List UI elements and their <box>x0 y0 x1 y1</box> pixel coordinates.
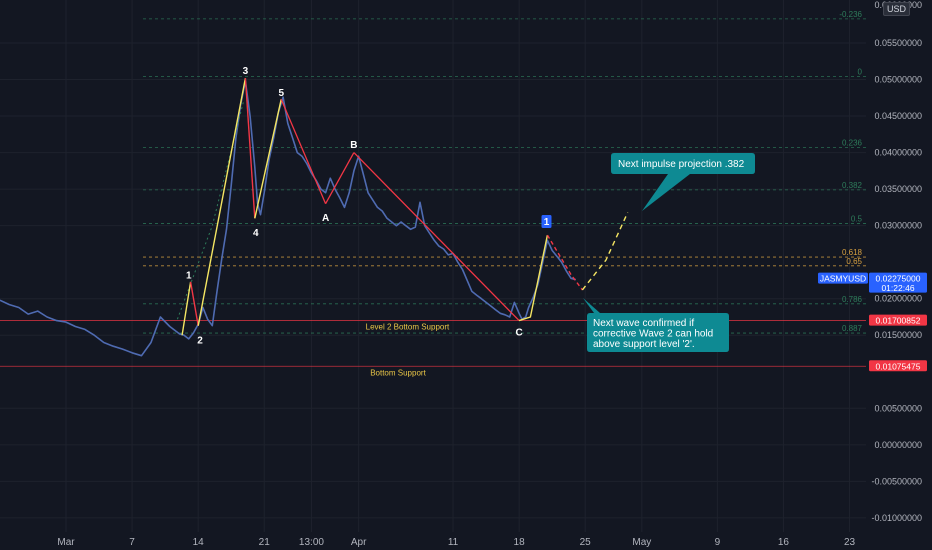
wave-label: 2 <box>197 336 203 347</box>
x-tick-label: 14 <box>193 537 205 548</box>
callout-text: Next impulse projection .382 <box>618 159 745 170</box>
x-tick-label: 7 <box>129 537 135 548</box>
support-price-badge-bg <box>869 360 927 372</box>
impulse-wave-segment <box>181 281 192 336</box>
fib-level-label: 0 <box>858 68 863 77</box>
fib-level-label: 0.236 <box>842 138 863 147</box>
wave-label: 3 <box>243 66 249 77</box>
y-tick-label: 0.00000000 <box>874 440 922 450</box>
current-price-badge-bg <box>869 272 927 293</box>
wave-label: 5 <box>278 88 284 99</box>
current-price-badge-text: 0.02275000 <box>876 274 921 284</box>
symbol-tag-text: JASMYUSD <box>820 274 866 284</box>
wave-label: 1 <box>186 271 192 282</box>
y-tick-label: 0.05000000 <box>874 75 922 85</box>
x-tick-label: Apr <box>351 537 367 548</box>
next-wave-down <box>546 234 583 291</box>
x-tick-label: Mar <box>57 537 75 548</box>
support-price-badge-text: 0.01700852 <box>876 316 921 326</box>
corrective-wave-segment <box>325 152 355 205</box>
current-price-badge-text: 01:22:46 <box>881 283 914 293</box>
axes: 0.05500000 0.05000000 0.04500000 0.04000000… <box>57 0 927 548</box>
y-tick-label: 0.04000000 <box>874 148 922 158</box>
support-price-badge: 0.01075475 <box>869 360 927 372</box>
fib-level-label: 0.618 <box>842 248 863 257</box>
fib-level-label: 0.887 <box>842 324 863 333</box>
callout-projection: Next impulse projection .382 <box>611 153 755 211</box>
support-lines: Level 2 Bottom Support Bottom Support <box>0 320 866 377</box>
wave-label: A <box>322 213 329 224</box>
x-tick-label: 13:00 <box>299 537 324 548</box>
annotations: Next impulse projection .382 Next wave co… <box>583 153 755 352</box>
support-price-badge-text: 0.01075475 <box>876 361 921 371</box>
fib-level-label: 0.786 <box>842 295 863 304</box>
impulse-wave-segment <box>197 77 247 326</box>
x-tick-label: 16 <box>778 537 790 548</box>
symbol-tag-bg <box>818 272 868 284</box>
fib-level-label: 0.5 <box>851 214 863 223</box>
impulse-wave-segment <box>254 99 282 219</box>
currency-badge[interactable]: USD <box>882 2 910 16</box>
x-tick-label: 25 <box>580 537 592 548</box>
x-tick-label: 9 <box>715 537 721 548</box>
callout-line: Next wave confirmed if <box>593 318 694 329</box>
y-tick-label: -0.00500000 <box>871 476 922 486</box>
callout-line: above support level '2'. <box>593 339 695 350</box>
corrective-wave-segment <box>280 99 327 204</box>
y-tick-label: 0.05500000 <box>874 38 922 48</box>
y-tick-label: 0.01500000 <box>874 330 922 340</box>
y-tick-label: 0.03000000 <box>874 221 922 231</box>
elliott-waves: 3 5 B A 4 1 2 C 1 <box>176 66 629 347</box>
x-tick-label: May <box>632 537 651 548</box>
wave-label: 4 <box>253 228 259 239</box>
fib-level-label: 0.65 <box>846 257 862 266</box>
wave-badge <box>541 214 552 228</box>
impulse-wave-segment <box>244 78 256 219</box>
callout-line: corrective Wave 2 can hold <box>593 329 713 340</box>
next-wave-up <box>518 234 549 322</box>
impulse-wave-segment <box>189 281 199 326</box>
fib-level-label: -0.236 <box>839 10 862 19</box>
support-price-badge: 0.01700852 <box>869 314 927 326</box>
fib-level-label: 0.382 <box>842 181 863 190</box>
wave-label: C <box>516 328 523 339</box>
y-tick-label: 0.03500000 <box>874 184 922 194</box>
fan-line <box>176 101 244 320</box>
symbol-tag: JASMYUSD <box>818 272 868 284</box>
price-line <box>0 80 577 357</box>
support-label: Level 2 Bottom Support <box>366 323 450 332</box>
price-series <box>0 80 577 357</box>
x-tick-label: 18 <box>514 537 526 548</box>
y-tick-label: -0.01000000 <box>871 513 922 523</box>
x-tick-label: 11 <box>448 537 459 548</box>
y-tick-label: 0.02000000 <box>874 294 922 304</box>
y-tick-label: 0.00500000 <box>874 403 922 413</box>
grid <box>0 0 866 532</box>
corrective-wave-segment <box>353 152 520 322</box>
y-tick-label: 0.04500000 <box>874 111 922 121</box>
x-tick-label: 23 <box>844 537 856 548</box>
wave-label: B <box>350 140 357 151</box>
x-tick-label: 21 <box>259 537 271 548</box>
callout-box <box>611 153 755 211</box>
wave-badge-label: 1 <box>544 217 550 228</box>
callout-box <box>583 298 729 352</box>
support-label: Bottom Support <box>370 368 426 377</box>
projection-wave <box>581 212 629 291</box>
support-price-badge-bg <box>869 314 927 326</box>
